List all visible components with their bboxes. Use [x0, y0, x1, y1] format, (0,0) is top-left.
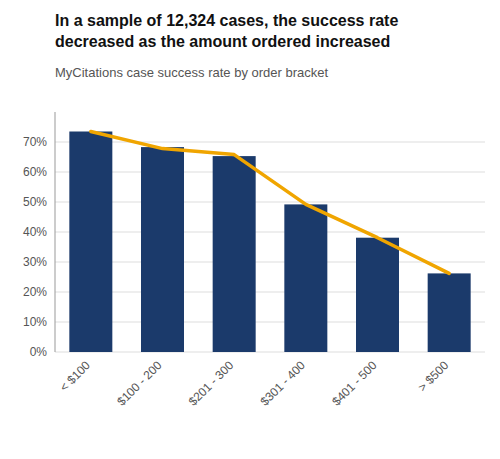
- bar: [213, 156, 256, 352]
- title-line: decreased as the amount ordered increase…: [55, 33, 390, 50]
- grid-line: [55, 352, 485, 353]
- grid-line: [55, 172, 485, 173]
- y-tick-label: 50%: [23, 195, 47, 209]
- x-tick-label: $100 - 200: [114, 358, 165, 409]
- grid-line: [55, 142, 485, 143]
- y-tick-label: 70%: [23, 135, 47, 149]
- bar: [69, 132, 112, 353]
- bar: [284, 204, 327, 352]
- x-tick-label: < $100: [57, 358, 93, 394]
- chart: In a sample of 12,324 cases, the success…: [0, 0, 500, 459]
- bar: [356, 238, 399, 352]
- y-tick-label: 30%: [23, 255, 47, 269]
- x-tick-label: $301 - 400: [257, 358, 308, 409]
- y-tick-label: 60%: [23, 165, 47, 179]
- x-tick-label: > $500: [415, 358, 451, 394]
- y-tick-label: 10%: [23, 315, 47, 329]
- bar: [428, 273, 471, 352]
- grid-line: [55, 202, 485, 203]
- subtitle: MyCitations case success rate by order b…: [55, 65, 328, 80]
- grid-line: [55, 262, 485, 263]
- plot-area: [69, 132, 470, 353]
- grid-line: [55, 322, 485, 323]
- y-tick-label: 40%: [23, 225, 47, 239]
- title: In a sample of 12,324 cases, the success…: [55, 12, 398, 50]
- grid-line: [55, 232, 485, 233]
- y-tick-label: 0%: [30, 345, 48, 359]
- grid-line: [55, 292, 485, 293]
- bar: [141, 147, 184, 352]
- x-tick-label: $401 - 500: [329, 358, 380, 409]
- y-tick-label: 20%: [23, 285, 47, 299]
- y-axis-line: [55, 112, 56, 352]
- x-tick-label: $201 - 300: [186, 358, 237, 409]
- line: [91, 132, 449, 274]
- title-line: In a sample of 12,324 cases, the success…: [55, 12, 398, 29]
